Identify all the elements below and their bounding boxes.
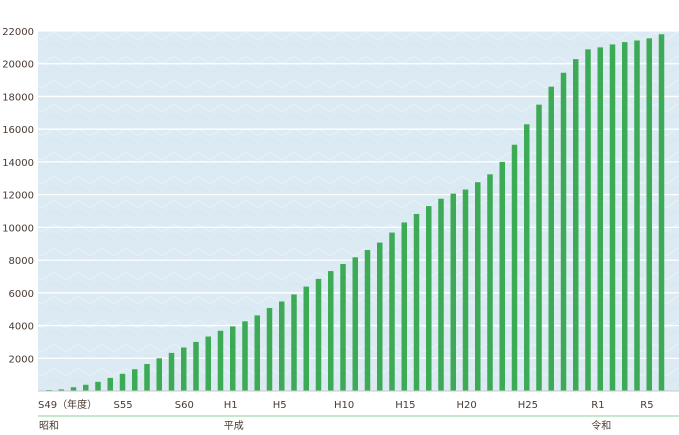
y-tick-label: 10000 <box>2 223 34 234</box>
bar-H12 <box>364 249 371 391</box>
bar-S61 <box>193 341 199 391</box>
bar-H5 <box>279 301 285 391</box>
bar-H30 <box>585 49 591 392</box>
bar-H7 <box>303 286 309 391</box>
bar-S54 <box>107 377 113 391</box>
x-tick-label: H1 <box>224 400 238 411</box>
bar-H15 <box>401 222 407 391</box>
x-tick-label: H20 <box>457 400 477 411</box>
y-tick-label: 18000 <box>2 92 34 103</box>
y-tick-label: 14000 <box>2 158 34 169</box>
bar-R3 <box>622 42 628 392</box>
bar-H18 <box>438 198 444 391</box>
bar-H28 <box>560 72 567 392</box>
bar-H11 <box>352 257 358 391</box>
x-tick-label: R1 <box>591 400 604 411</box>
bar-H10 <box>340 264 346 391</box>
bar-H25 <box>524 124 530 391</box>
y-tick-label: 12000 <box>2 191 34 202</box>
bar-S56 <box>132 369 138 391</box>
era-axis: 昭和 平成 令和 <box>38 415 679 432</box>
bar-S51 <box>70 387 77 391</box>
y-tick-label: 20000 <box>2 60 34 71</box>
y-tick-label: 16000 <box>2 125 34 136</box>
era-label: 昭和 <box>39 420 59 432</box>
bar-S53 <box>95 381 101 391</box>
bar-S52 <box>83 384 89 391</box>
era-label: 令和 <box>591 419 611 432</box>
bar-H2 <box>242 321 248 391</box>
bar-H27 <box>548 86 554 392</box>
x-tick-label: S49（年度） <box>38 398 97 411</box>
bar-H3 <box>254 315 260 391</box>
x-tick-label: H15 <box>395 400 415 411</box>
bars <box>46 34 665 392</box>
x-tick-label: H5 <box>273 400 287 411</box>
bar-H21 <box>475 182 481 391</box>
y-axis: 2000 4000 6000 8000 10000 12000 14000 16000 1800… <box>2 27 34 365</box>
bar-H16 <box>413 213 420 391</box>
bar-S57 <box>144 364 150 391</box>
plot-area <box>38 31 679 391</box>
bar-H6 <box>291 294 297 391</box>
bar-H14 <box>389 232 395 391</box>
y-tick-label: 8000 <box>9 256 34 267</box>
bar-H13 <box>377 242 383 391</box>
x-tick-label: S55 <box>114 400 133 411</box>
bar-H29 <box>573 59 579 392</box>
y-tick-label: 6000 <box>9 289 34 300</box>
bar-S59 <box>168 352 175 391</box>
bar-S58 <box>156 358 162 391</box>
bar-H22 <box>487 174 493 391</box>
bar-S55 <box>119 373 126 391</box>
bar-H24 <box>511 144 518 391</box>
y-tick-label: 22000 <box>2 27 34 38</box>
bar-H4 <box>266 308 273 391</box>
gridlines <box>38 30 679 359</box>
bar-H26 <box>536 104 542 392</box>
bar-H23 <box>499 161 505 391</box>
bar-H19 <box>450 193 456 391</box>
era-label: 平成 <box>224 420 244 432</box>
x-axis: S49（年度） S55 S60 H1 H5 H10 H15 H20 H25 R1 R5 <box>38 398 654 411</box>
x-tick-label: R5 <box>640 400 653 411</box>
x-tick-label: H10 <box>334 400 354 411</box>
x-tick-label: H25 <box>518 400 538 411</box>
bar-H20 <box>462 189 469 391</box>
bar-H1 <box>230 326 236 391</box>
bar-R2 <box>609 44 616 391</box>
y-tick-label: 2000 <box>9 354 34 365</box>
bar-H9 <box>328 271 334 391</box>
x-tick-label: S60 <box>175 400 194 411</box>
bar-S50 <box>58 389 64 391</box>
bar-S60 <box>181 347 187 391</box>
bar-R4 <box>634 40 640 392</box>
bar-R1 <box>597 47 603 391</box>
bar-R5 <box>646 38 652 391</box>
bar-S62 <box>205 336 211 391</box>
bar-H8 <box>315 278 322 391</box>
bar-S63 <box>217 330 224 391</box>
bar-R6 <box>658 34 665 391</box>
bar-H17 <box>426 206 432 391</box>
y-tick-label: 4000 <box>9 322 34 333</box>
